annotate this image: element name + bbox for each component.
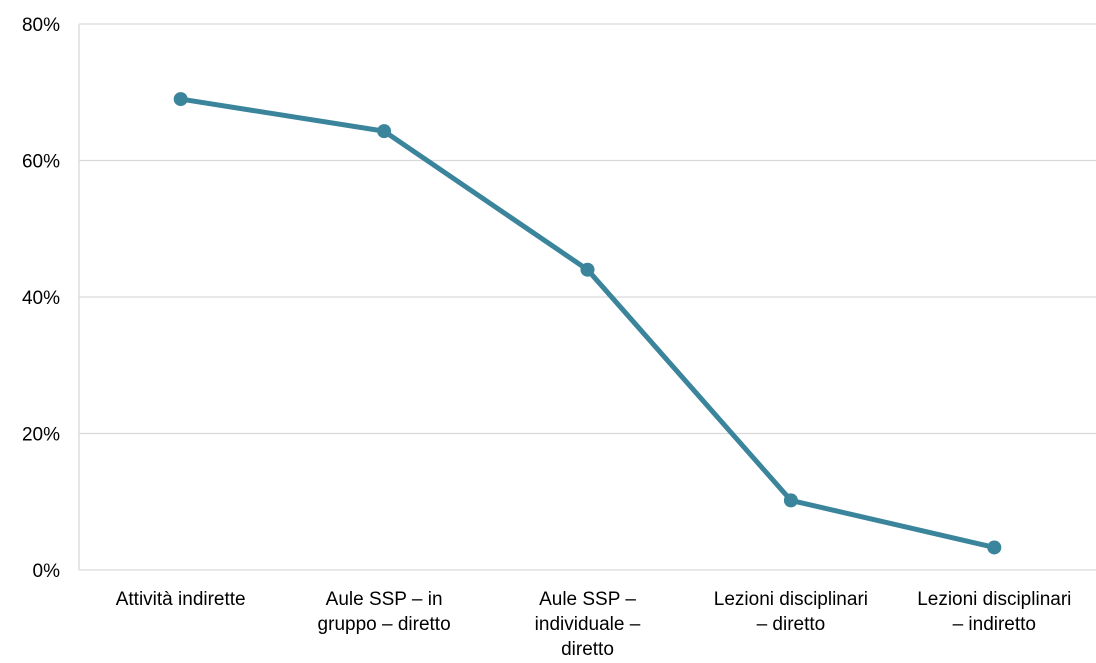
y-tick-label: 80%	[22, 15, 60, 36]
x-category-label: Attività indirette	[116, 589, 246, 610]
y-axis-ticks: 0% 20% 40% 60% 80%	[22, 15, 60, 582]
y-tick-label: 20%	[22, 425, 60, 446]
x-category-label-line: Lezioni disciplinari	[714, 589, 868, 610]
series	[173, 92, 1002, 555]
y-tick-label: 60%	[22, 152, 60, 173]
data-point	[580, 262, 595, 277]
x-category-label-line: Attività indirette	[116, 589, 246, 610]
x-category-label: Aule SSP – in gruppo – diretto	[318, 589, 451, 635]
x-category-label-line: Aule SSP –	[539, 589, 636, 610]
x-category-label-line: gruppo – diretto	[318, 614, 451, 635]
x-category-label-line: diretto	[561, 639, 614, 660]
x-category-label: Lezioni disciplinari – indiretto	[917, 589, 1071, 635]
gridlines	[78, 23, 1096, 571]
x-category-label-line: Aule SSP – in	[326, 589, 443, 610]
data-point	[173, 92, 188, 107]
series-line	[178, 96, 997, 550]
x-category-label: Lezioni disciplinari – diretto	[714, 589, 868, 635]
x-category-label: Aule SSP – individuale – diretto	[535, 589, 641, 660]
x-category-label-line: – indiretto	[953, 614, 1036, 635]
x-category-label-line: individuale –	[535, 614, 641, 635]
y-tick-label: 40%	[22, 288, 60, 309]
y-tick-label: 0%	[33, 561, 61, 582]
data-point	[987, 540, 1002, 555]
x-axis-categories: Attività indirette Aule SSP – in gruppo – …	[116, 589, 1072, 660]
data-point	[783, 493, 798, 508]
x-category-label-line: – diretto	[757, 614, 826, 635]
x-category-label-line: Lezioni disciplinari	[917, 589, 1071, 610]
data-point	[377, 124, 392, 139]
